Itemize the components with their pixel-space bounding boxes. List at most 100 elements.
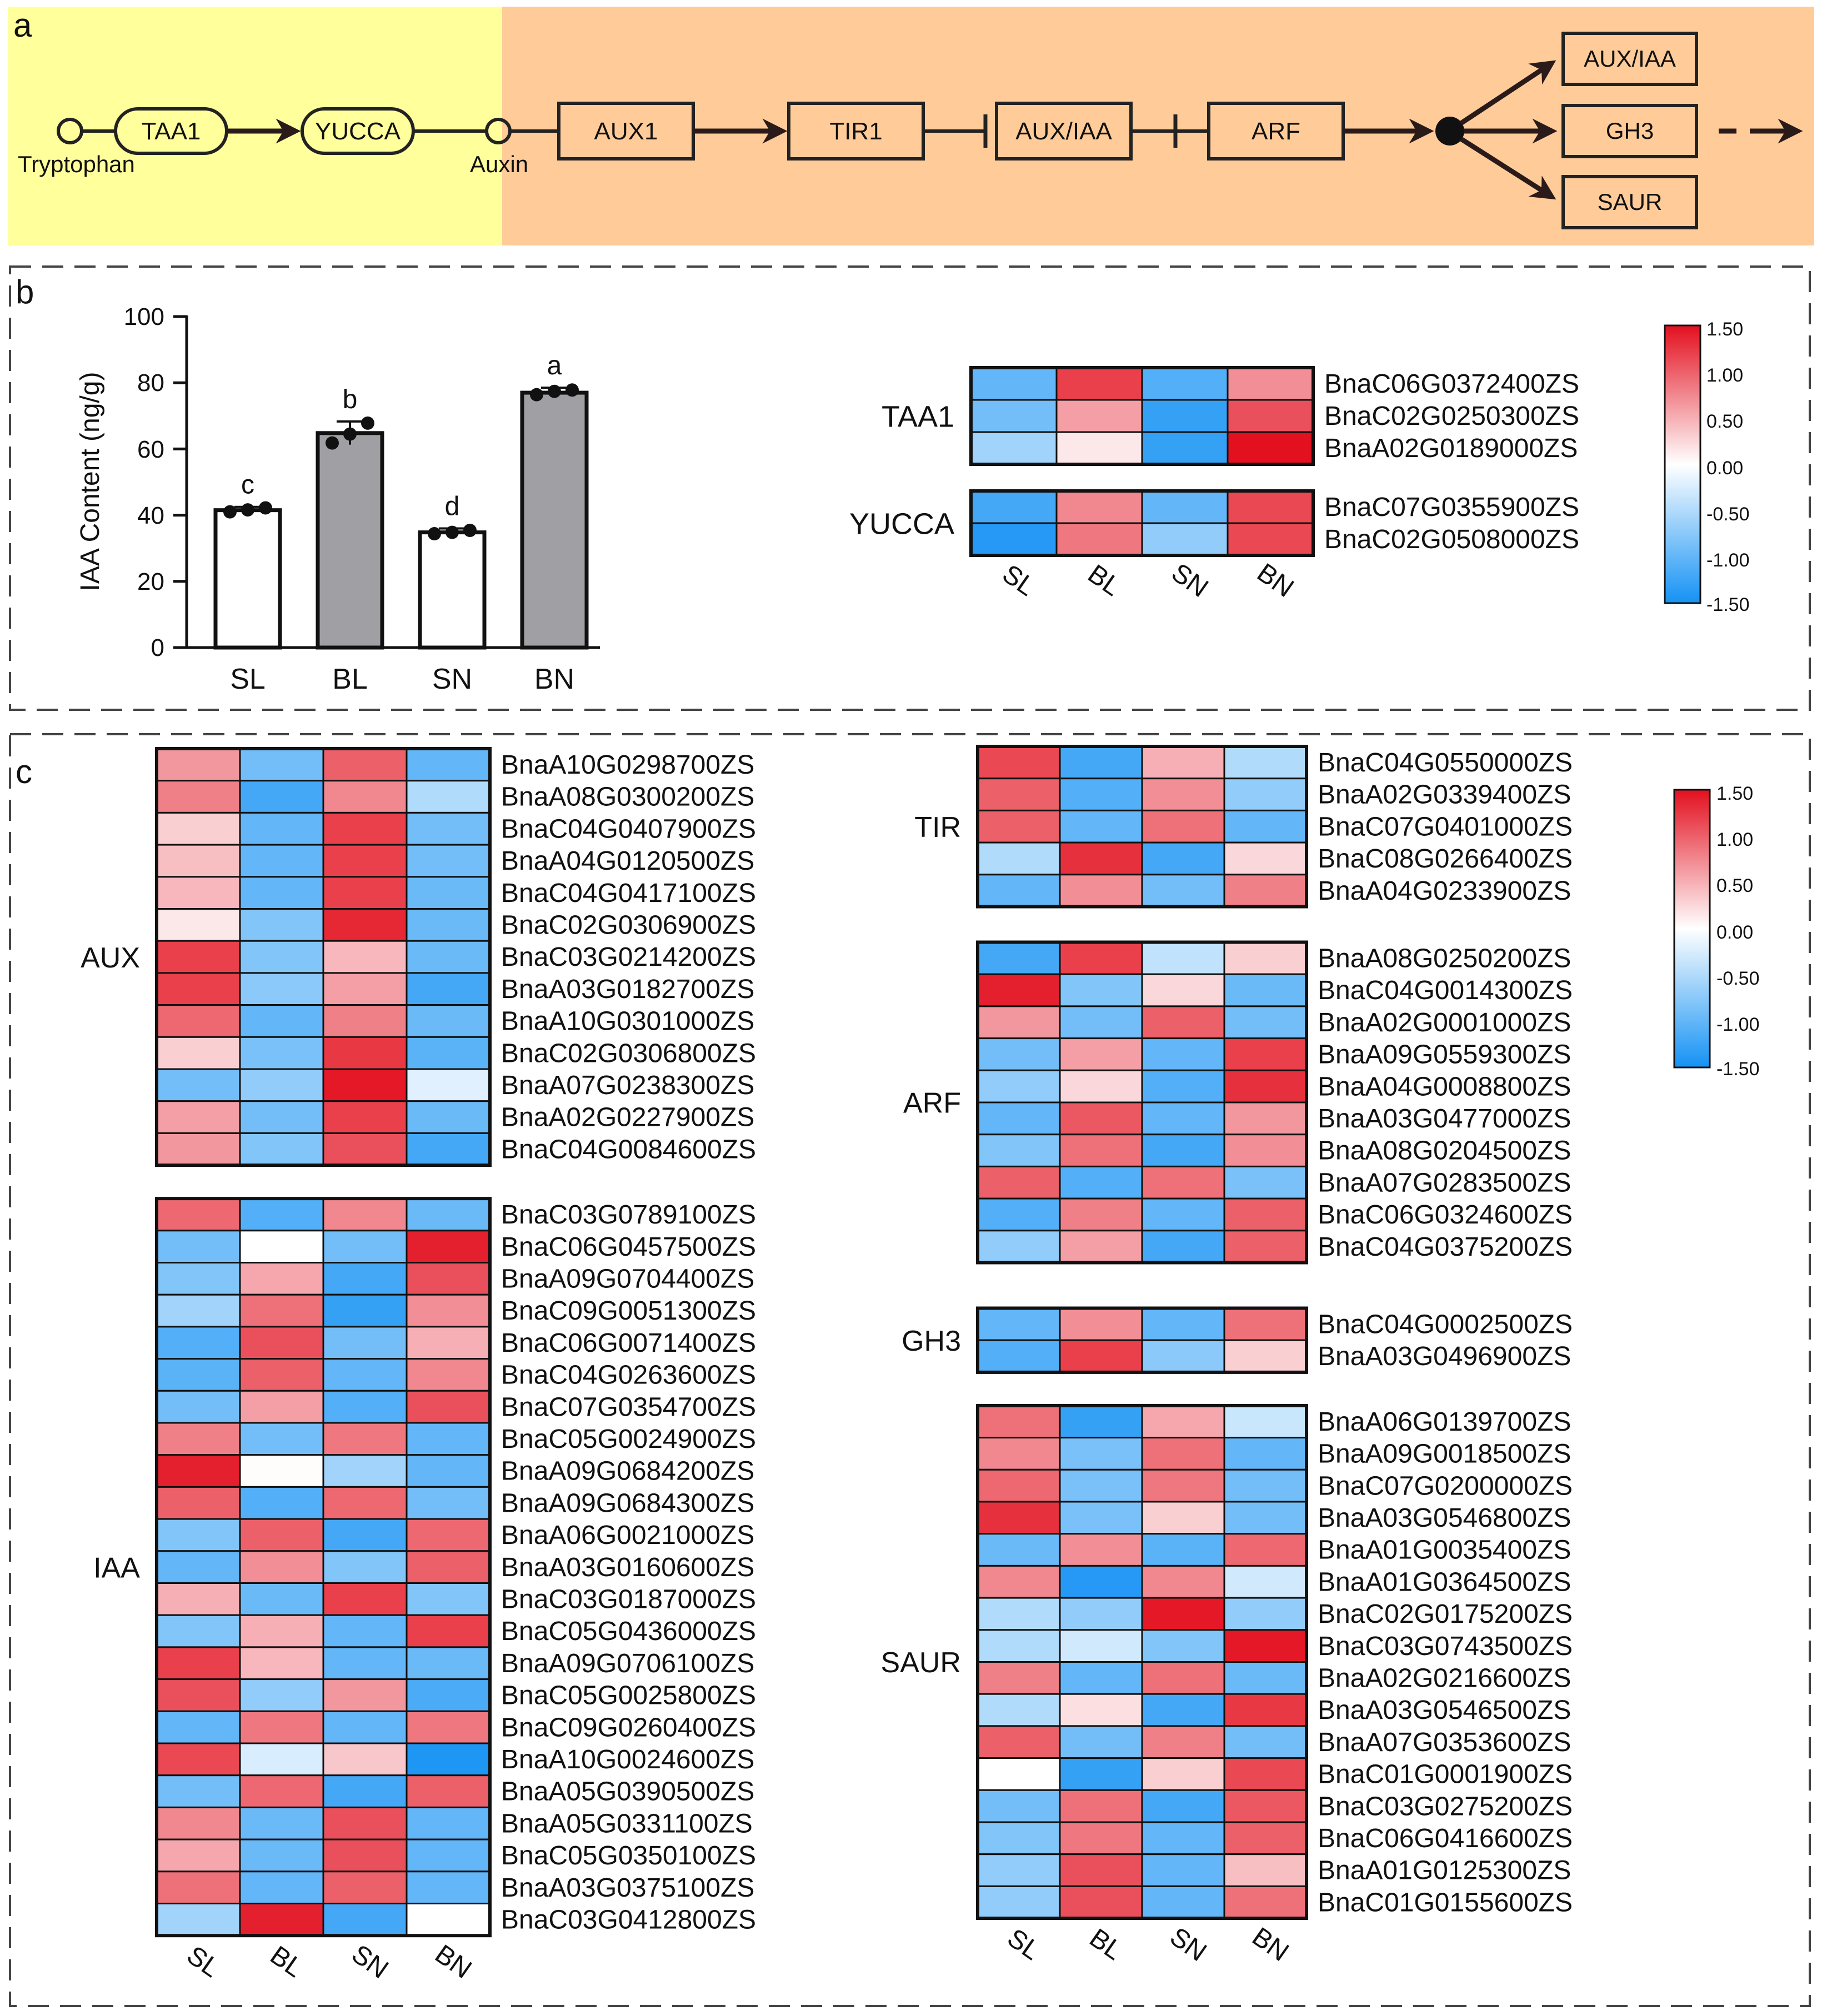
heatmap-cell xyxy=(1227,522,1314,556)
heatmap-x-label: SN xyxy=(1166,558,1213,603)
heatmap-x-label: BN xyxy=(1247,1922,1294,1968)
heatmap-cell xyxy=(239,1068,324,1102)
y-tick-label: 60 xyxy=(137,436,164,463)
heatmap-cell xyxy=(1141,1437,1225,1471)
heatmap-cell xyxy=(239,1838,324,1873)
gene-label: BnaA06G0139700ZS xyxy=(1318,1407,1571,1437)
heatmap-cell xyxy=(970,490,1058,524)
heatmap-cell xyxy=(156,780,241,814)
gene-label: BnaC02G0306800ZS xyxy=(501,1039,756,1068)
heatmap-cell xyxy=(239,908,324,942)
biosynthesis-heatmap: BnaC06G0372400ZS BnaC02G0250300ZS BnaA02G0… xyxy=(849,366,1579,603)
heatmap-cell xyxy=(406,1646,491,1681)
heatmap-cell xyxy=(239,1774,324,1808)
gene-label: BnaC03G0789100ZS xyxy=(501,1200,756,1230)
gene-label: BnaC06G0416600ZS xyxy=(1318,1824,1573,1853)
heatmap-group-border xyxy=(155,747,492,1167)
heatmap-cell xyxy=(406,1518,491,1552)
group-label-iaa: IAA xyxy=(93,1552,140,1584)
heatmap-cell xyxy=(406,1036,491,1070)
heatmap-cell xyxy=(156,1390,241,1424)
heatmap-cell xyxy=(406,1838,491,1873)
heatmap-cell xyxy=(406,1678,491,1712)
heatmap-cell xyxy=(1059,874,1143,908)
heatmap-cell xyxy=(406,844,491,878)
heatmap-cell xyxy=(322,1454,408,1488)
heatmap-cell xyxy=(406,1742,491,1777)
heatmap-cell xyxy=(1055,431,1143,465)
gene-label: BnaC02G0508000ZS xyxy=(1324,525,1579,554)
heatmap-cell xyxy=(156,1582,241,1616)
heatmap-cell xyxy=(239,1518,324,1552)
heatmap-cell xyxy=(156,1678,241,1712)
heatmap-cell xyxy=(239,1422,324,1456)
gene-label: BnaA10G0298700ZS xyxy=(501,750,754,780)
heatmap-cell xyxy=(1141,431,1229,465)
gene-label: BnaC04G0002500ZS xyxy=(1318,1310,1573,1340)
arrow-hub-saur xyxy=(1459,137,1556,200)
gene-label: BnaC05G0024900ZS xyxy=(501,1425,756,1454)
gene-label: BnaC01G0155600ZS xyxy=(1318,1888,1573,1917)
heatmap-cell xyxy=(239,1903,324,1937)
heatmap-cell xyxy=(406,1422,491,1456)
colorbar-c-tick: -1.00 xyxy=(1716,1014,1760,1035)
heatmap-group-border xyxy=(976,1403,1308,1920)
gene-label: BnaA05G0331100ZS xyxy=(501,1809,753,1838)
heatmap-cell xyxy=(1141,1197,1225,1232)
heatmap-cell xyxy=(1059,1037,1143,1071)
gene-label: BnaC05G0025800ZS xyxy=(501,1681,756,1711)
gene-label: BnaA01G0125300ZS xyxy=(1318,1856,1571,1885)
gene-label: BnaA02G0001000ZS xyxy=(1318,1008,1571,1037)
heatmap-cell xyxy=(406,1774,491,1808)
heatmap-cell xyxy=(977,1661,1061,1695)
heatmap-cell xyxy=(322,1582,408,1616)
heatmap-cell xyxy=(406,1132,491,1166)
heatmap-cell xyxy=(156,1358,241,1392)
heatmap-cell xyxy=(977,1693,1061,1727)
y-tick-label: 20 xyxy=(137,568,164,595)
heatmap-cell xyxy=(406,1710,491,1744)
heatmap-cell xyxy=(977,1230,1061,1264)
replicate-point xyxy=(565,383,579,397)
heatmap-cell xyxy=(156,1262,241,1296)
heatmap-cell xyxy=(1223,1885,1308,1919)
significance-letter: b xyxy=(343,385,358,414)
gene-label: BnaC01G0001900ZS xyxy=(1318,1760,1573,1789)
gene-label: BnaA09G0706100ZS xyxy=(501,1649,754,1678)
replicate-point xyxy=(259,501,272,515)
heatmap-cell xyxy=(1141,1693,1225,1727)
gene-label: BnaA02G0339400ZS xyxy=(1318,780,1571,810)
heatmap-cell xyxy=(977,745,1061,780)
gene-label: BnaA08G0204500ZS xyxy=(1318,1136,1571,1166)
heatmap-cell xyxy=(406,1100,491,1134)
heatmap-cell xyxy=(1059,1885,1143,1919)
heatmap-x-label: BL xyxy=(1084,1923,1128,1966)
heatmap-cell xyxy=(239,1100,324,1134)
heatmap-cell xyxy=(406,908,491,942)
heatmap-cell xyxy=(1223,1405,1308,1439)
gene-label: BnaA03G0477000ZS xyxy=(1318,1104,1571,1134)
heatmap-cell xyxy=(156,1742,241,1777)
iaa-bar-chart: 0 20 40 60 80 100 IAA Content (ng/g) c b d… xyxy=(76,303,600,695)
auxin-label: Auxin xyxy=(470,151,528,177)
heatmap-cell xyxy=(406,1390,491,1424)
heatmap-cell xyxy=(970,431,1058,465)
taa1-node: TAA1 xyxy=(142,118,201,145)
heatmap-cell xyxy=(1141,745,1225,780)
heatmap-cell xyxy=(322,1646,408,1681)
heatmap-cell xyxy=(1141,1230,1225,1264)
heatmap-cell xyxy=(1223,1725,1308,1759)
colorbar-b-tick: -0.50 xyxy=(1706,504,1750,525)
gene-label: BnaC02G0175200ZS xyxy=(1318,1599,1573,1629)
heatmap-cell xyxy=(1141,1165,1225,1200)
heatmap-cell xyxy=(1141,1757,1225,1791)
gene-label: BnaA07G0353600ZS xyxy=(1318,1728,1571,1757)
heatmap-cell xyxy=(1223,1789,1308,1823)
heatmap-cell xyxy=(239,1742,324,1777)
heatmap-cell xyxy=(406,748,491,782)
heatmap-cell xyxy=(1223,745,1308,780)
heatmap-cell xyxy=(1059,1533,1143,1567)
heatmap-cell xyxy=(322,780,408,814)
gene-label: BnaC06G0071400ZS xyxy=(501,1328,756,1358)
heatmap-cell xyxy=(1223,1853,1308,1887)
